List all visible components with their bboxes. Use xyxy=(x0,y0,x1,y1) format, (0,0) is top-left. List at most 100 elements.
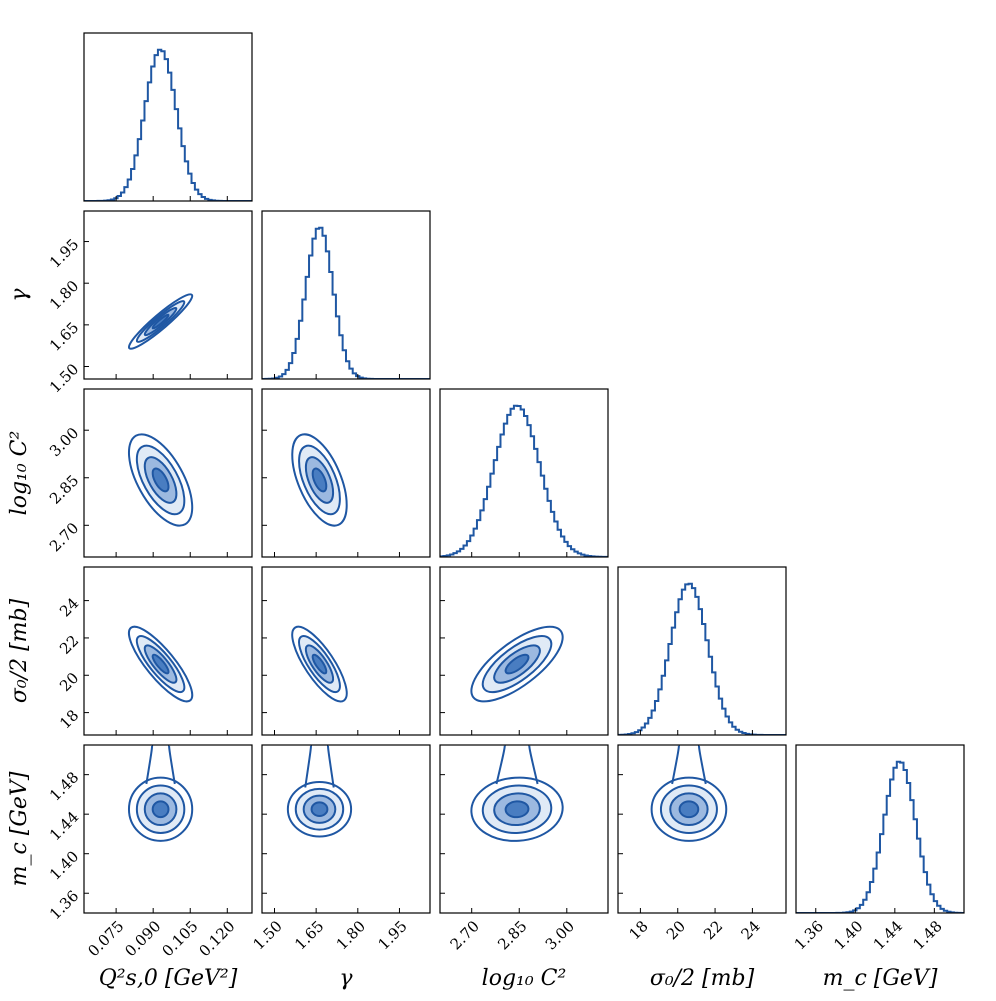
contour-line xyxy=(311,467,328,493)
x-tick-label: 1.65 xyxy=(291,917,327,953)
contour-line xyxy=(135,784,186,834)
panel-Qs0-gamma: 1.50 1.65 1.80 1.95 γ xyxy=(7,210,253,396)
panel-frame xyxy=(83,388,253,558)
contour-line xyxy=(127,293,194,350)
histogram-mc xyxy=(796,760,964,913)
y-tick-label: 1.36 xyxy=(46,887,82,923)
contour-line xyxy=(311,653,328,675)
x-tick-label: 1.80 xyxy=(333,917,369,953)
panel-log10C2-log10C2 xyxy=(439,388,609,558)
x-axis-label-gamma: γ xyxy=(339,966,353,991)
density-fill xyxy=(311,802,328,817)
contour-line xyxy=(135,444,186,516)
histogram-gamma xyxy=(262,226,430,379)
panel-frame xyxy=(617,566,787,736)
panel-content xyxy=(127,293,194,350)
contour-line xyxy=(143,792,178,827)
contour-line xyxy=(298,444,341,516)
x-axis-label-log10C2: log₁₀ C² xyxy=(482,966,567,991)
panel-content xyxy=(650,745,728,842)
density-fill xyxy=(312,654,327,674)
density-fill xyxy=(152,801,169,818)
y-tick-label: 1.95 xyxy=(46,235,82,271)
contour-line xyxy=(504,653,530,675)
contour-line xyxy=(127,776,194,842)
x-tick-label: 1.36 xyxy=(791,917,827,953)
panel-frame xyxy=(439,744,609,914)
y-tick-label: 1.65 xyxy=(46,318,82,354)
panel-mc-mc: 1.36 1.40 1.44 1.48 m_c [GeV] xyxy=(791,744,965,991)
x-tick-label: 20 xyxy=(663,917,689,943)
y-tick-label: 22 xyxy=(56,632,82,658)
contour-line xyxy=(135,635,186,694)
x-tick-label: 1.40 xyxy=(830,917,866,953)
y-tick-label: 2.70 xyxy=(46,519,82,555)
density-fill xyxy=(152,468,169,492)
contour-line xyxy=(286,781,353,838)
contour-line xyxy=(127,625,194,703)
y-axis-label-sigma0: σ₀/2 [mb] xyxy=(7,598,32,703)
contour-line xyxy=(310,801,329,818)
x-tick-label: 1.48 xyxy=(909,917,945,953)
x-tick-label: 0.105 xyxy=(158,917,201,960)
panel-content xyxy=(262,226,430,379)
contour-line xyxy=(135,300,186,343)
x-tick-label: 1.44 xyxy=(870,917,906,953)
panel-frame xyxy=(795,744,965,914)
contour-line xyxy=(493,644,541,684)
x-tick-label: 0.075 xyxy=(84,917,127,960)
contour-line xyxy=(304,644,335,684)
panel-content xyxy=(470,625,564,703)
panel-content xyxy=(618,582,786,735)
panel-frame xyxy=(261,744,431,914)
contour-line xyxy=(151,467,170,493)
x-tick-label: 18 xyxy=(625,917,651,943)
panel-content xyxy=(470,745,564,842)
panel-gamma-mc: 1.50 1.65 1.80 1.95 γ xyxy=(249,744,431,991)
panel-gamma-log10C2 xyxy=(261,388,431,558)
histogram-log10C2 xyxy=(440,404,608,557)
x-tick-label: 2.85 xyxy=(494,917,530,953)
y-tick-label: 18 xyxy=(56,706,82,732)
panel-frame xyxy=(439,566,609,736)
panel-frame xyxy=(83,566,253,736)
panel-content xyxy=(440,404,608,557)
contour-line xyxy=(151,653,170,675)
histogram-sigma0 xyxy=(618,582,786,735)
panel-content xyxy=(291,433,348,527)
panel-frame xyxy=(261,388,431,558)
panel-Qs0-Qs0 xyxy=(83,32,253,202)
x-tick-label: 1.50 xyxy=(249,917,285,953)
panel-content xyxy=(84,48,252,201)
contour-line xyxy=(493,792,541,827)
contour-line xyxy=(470,625,564,703)
panel-log10C2-mc: 2.70 2.85 3.00 log₁₀ C² xyxy=(439,744,609,991)
contour-line xyxy=(151,800,170,819)
x-tick-label: 0.090 xyxy=(121,917,164,960)
x-tick-label: 22 xyxy=(700,917,726,943)
panel-gamma-gamma xyxy=(261,210,431,380)
panel-frame xyxy=(617,744,787,914)
x-axis-label-sigma0: σ₀/2 [mb] xyxy=(650,966,755,991)
density-fill xyxy=(312,468,327,492)
y-axis-label-gamma: γ xyxy=(7,288,32,302)
contour-line xyxy=(650,776,728,842)
contour-line xyxy=(304,456,335,504)
x-tick-label: 2.70 xyxy=(447,917,483,953)
y-tick-label: 24 xyxy=(56,594,82,620)
panel-content xyxy=(286,745,353,838)
contour-line xyxy=(302,794,337,824)
contour-line xyxy=(143,306,178,337)
contour-line xyxy=(481,784,553,834)
density-fill xyxy=(152,314,169,329)
x-tick-label: 24 xyxy=(737,917,763,943)
y-tick-label: 1.48 xyxy=(46,768,82,804)
panel-frame xyxy=(439,388,609,558)
x-tick-label: 0.120 xyxy=(196,917,239,960)
panel-content xyxy=(127,625,194,703)
y-tick-label: 1.40 xyxy=(46,847,82,883)
contour-line xyxy=(291,625,348,703)
contour-line xyxy=(298,635,341,694)
panel-content xyxy=(796,760,964,913)
